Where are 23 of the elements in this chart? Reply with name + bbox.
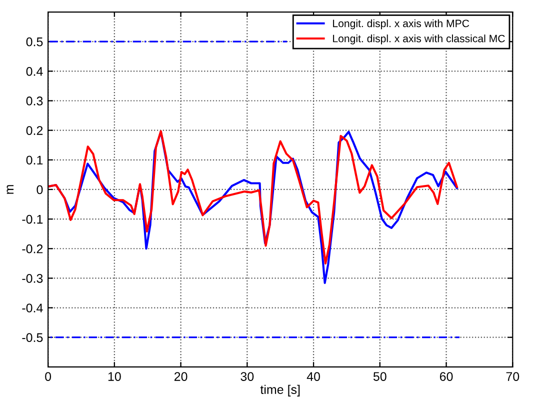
y-tick-label: 0: [36, 185, 43, 194]
y-tick-label: -0.4: [22, 304, 43, 312]
y-axis-title: m: [6, 185, 14, 194]
x-tick-label: 30: [240, 372, 254, 381]
y-tick-label: 0.2: [26, 126, 43, 135]
legend-label: Longit. displ. x axis with MPC: [333, 19, 470, 30]
x-tick-label: 40: [306, 372, 320, 381]
x-tick-label: 70: [506, 372, 520, 381]
x-tick-label: 60: [440, 372, 453, 381]
y-tick-label: -0.3: [22, 274, 43, 283]
x-tick-label: 10: [108, 372, 121, 381]
y-tick-label: 0.3: [26, 96, 43, 106]
x-tick-label: 20: [174, 372, 188, 381]
y-tick-label: 0.4: [26, 66, 43, 76]
x-tick-label: 50: [373, 372, 386, 381]
y-tick-label: -0.2: [22, 244, 43, 254]
x-tick-label: 0: [45, 372, 52, 381]
y-tick-label: 0.5: [26, 37, 43, 46]
legend-label: Longit. displ. x axis with classical MC: [333, 34, 505, 44]
x-axis-title: time [s]: [260, 384, 300, 396]
y-tick-label: -0.1: [22, 214, 43, 224]
y-tick-label: 0.1: [26, 156, 43, 165]
y-tick-label: -0.5: [22, 333, 43, 342]
